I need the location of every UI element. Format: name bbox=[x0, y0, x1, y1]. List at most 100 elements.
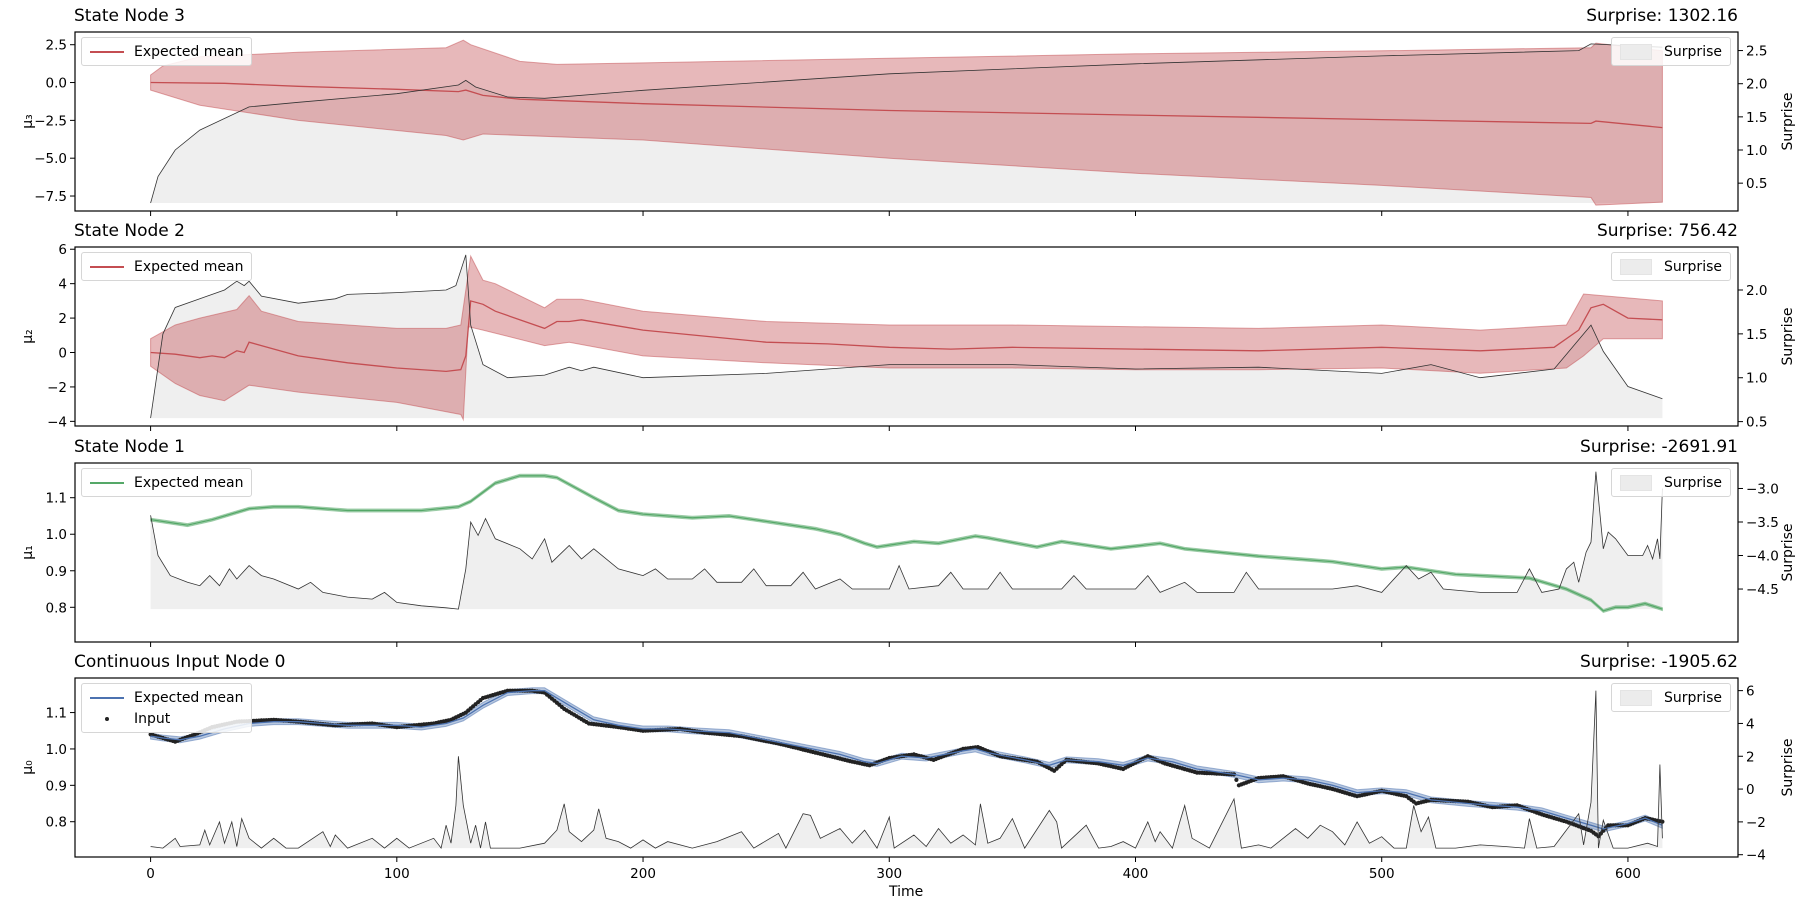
y-tick-label: 1.1 bbox=[46, 491, 67, 507]
y2-tick-label: −4.5 bbox=[1746, 582, 1779, 598]
legend-patch-swatch bbox=[1620, 689, 1653, 706]
y2-tick-label: 0.5 bbox=[1746, 415, 1767, 431]
legend-label: Expected mean bbox=[134, 258, 244, 275]
surprise-legend: Surprise bbox=[1611, 252, 1731, 281]
x-tick-label: 100 bbox=[384, 866, 410, 882]
surprise-line bbox=[150, 471, 1663, 610]
axes-frame bbox=[74, 462, 1739, 643]
mean-legend: Expected mean Input bbox=[81, 683, 253, 733]
y-tick-label: 4 bbox=[58, 277, 67, 293]
plot-area bbox=[150, 39, 1663, 206]
plot-area bbox=[148, 687, 1665, 850]
y2-tick-label: −3.0 bbox=[1746, 481, 1779, 497]
y-tick-label: 0.9 bbox=[46, 778, 67, 794]
input-point bbox=[1601, 828, 1606, 833]
legend-label: Expected mean bbox=[134, 689, 244, 706]
surprise-area bbox=[150, 471, 1663, 610]
y2-tick-label: 0 bbox=[1746, 782, 1755, 798]
y-tick-label: 1.1 bbox=[46, 706, 67, 722]
expected-mean-band bbox=[150, 254, 1663, 422]
legend-label: Expected mean bbox=[134, 474, 244, 491]
y2-tick-label: 2 bbox=[1746, 749, 1755, 765]
panel-title: Continuous Input Node 0 bbox=[74, 652, 286, 672]
y-tick-label: −2.5 bbox=[34, 113, 67, 129]
surprise-line bbox=[150, 43, 1663, 204]
mean-legend: Expected mean bbox=[81, 37, 253, 66]
panel-1: 6 4 2 0 −2 −4 2.0 1.5 1.0 0.5 μ₂ Surprise bbox=[20, 242, 1796, 431]
y2-axis-label: Surprise bbox=[1780, 739, 1796, 797]
surprise-line bbox=[150, 690, 1663, 850]
surprise-total: Surprise: 1302.16 bbox=[1586, 6, 1738, 26]
x-tick-label: 0 bbox=[146, 866, 155, 882]
dot-icon bbox=[105, 716, 109, 721]
axes-frame bbox=[74, 246, 1739, 427]
panel-0: 2.5 0.0 −2.5 −5.0 −7.5 2.5 2.0 1.5 1.0 0.5 μ₃ Surpr… bbox=[20, 31, 1796, 216]
x-tick-label: 600 bbox=[1615, 866, 1641, 882]
y-axis-label: μ₃ bbox=[20, 114, 36, 129]
y2-axis-label: Surprise bbox=[1780, 524, 1796, 582]
y-tick-label: 0.8 bbox=[46, 600, 67, 616]
y-tick-label: 1.0 bbox=[46, 527, 67, 543]
y2-tick-label: 1.5 bbox=[1746, 110, 1767, 126]
legend-patch-swatch bbox=[1620, 43, 1653, 60]
surprise-area bbox=[150, 254, 1663, 419]
surprise-area bbox=[150, 43, 1663, 204]
expected-mean-line bbox=[150, 81, 1663, 129]
panel-title: State Node 3 bbox=[74, 6, 185, 26]
surprise-legend: Surprise bbox=[1611, 468, 1731, 497]
y-tick-label: −5.0 bbox=[34, 151, 67, 167]
y2-axis-label: Surprise bbox=[1780, 308, 1796, 366]
expected-mean-line bbox=[150, 475, 1663, 612]
expected-mean-line bbox=[150, 690, 1663, 830]
expected-mean-line bbox=[150, 300, 1663, 373]
y2-tick-label: −2 bbox=[1746, 815, 1766, 831]
legend-patch-swatch bbox=[1620, 474, 1653, 491]
panel-2: 1.1 1.0 0.9 0.8 −3.0 −3.5 −4.0 −4.5 μ₁ Surprise bbox=[20, 462, 1796, 647]
y2-tick-label: −4.0 bbox=[1746, 549, 1779, 565]
y-axis-label: μ₀ bbox=[20, 760, 36, 775]
y-tick-label: −4 bbox=[47, 414, 67, 430]
legend-label: Expected mean bbox=[134, 43, 244, 60]
legend-entry: Surprise bbox=[1620, 41, 1722, 62]
y-tick-label: 0 bbox=[58, 346, 67, 362]
y2-tick-label: −4 bbox=[1746, 848, 1766, 864]
x-tick-label: 300 bbox=[876, 866, 902, 882]
x-tick-label: 400 bbox=[1123, 866, 1149, 882]
y2-axis-label: Surprise bbox=[1780, 93, 1796, 151]
y2-tick-label: −3.5 bbox=[1746, 515, 1779, 531]
y-tick-label: −2 bbox=[47, 380, 67, 396]
y-tick-label: 1.0 bbox=[46, 742, 67, 758]
y2-tick-label: 1.5 bbox=[1746, 327, 1767, 343]
legend-line-swatch bbox=[90, 50, 124, 53]
mean-legend: Expected mean bbox=[81, 252, 253, 281]
mean-legend: Expected mean bbox=[81, 468, 253, 497]
surprise-total: Surprise: -1905.62 bbox=[1580, 652, 1738, 672]
legend-label: Input bbox=[134, 710, 171, 727]
legend-entry: Expected mean bbox=[90, 472, 243, 493]
legend-entry: Surprise bbox=[1620, 687, 1722, 708]
surprise-legend: Surprise bbox=[1611, 37, 1731, 66]
y-tick-label: 0.0 bbox=[46, 76, 67, 92]
panel-title: State Node 2 bbox=[74, 221, 185, 241]
surprise-total: Surprise: 756.42 bbox=[1597, 221, 1738, 241]
y2-tick-label: 6 bbox=[1746, 684, 1755, 700]
y2-tick-label: 2.5 bbox=[1746, 44, 1767, 60]
y-axis-label: μ₁ bbox=[20, 545, 36, 560]
x-axis-label: Time bbox=[889, 884, 924, 900]
y-tick-label: 6 bbox=[58, 242, 67, 258]
legend-dot-swatch bbox=[90, 716, 124, 721]
legend-entry: Expected mean bbox=[90, 687, 243, 708]
expected-mean-band bbox=[150, 473, 1663, 613]
y2-tick-label: 1.0 bbox=[1746, 371, 1767, 387]
y2-tick-label: 2.0 bbox=[1746, 283, 1767, 299]
surprise-area bbox=[150, 690, 1663, 849]
surprise-total: Surprise: -2691.91 bbox=[1580, 437, 1738, 457]
input-point bbox=[1660, 819, 1665, 824]
y2-tick-label: 0.5 bbox=[1746, 176, 1767, 192]
y2-tick-label: 2.0 bbox=[1746, 77, 1767, 93]
x-tick-label: 500 bbox=[1369, 866, 1395, 882]
panel-title: State Node 1 bbox=[74, 437, 185, 457]
y-tick-label: 2 bbox=[58, 311, 67, 327]
plot-area bbox=[150, 254, 1663, 422]
